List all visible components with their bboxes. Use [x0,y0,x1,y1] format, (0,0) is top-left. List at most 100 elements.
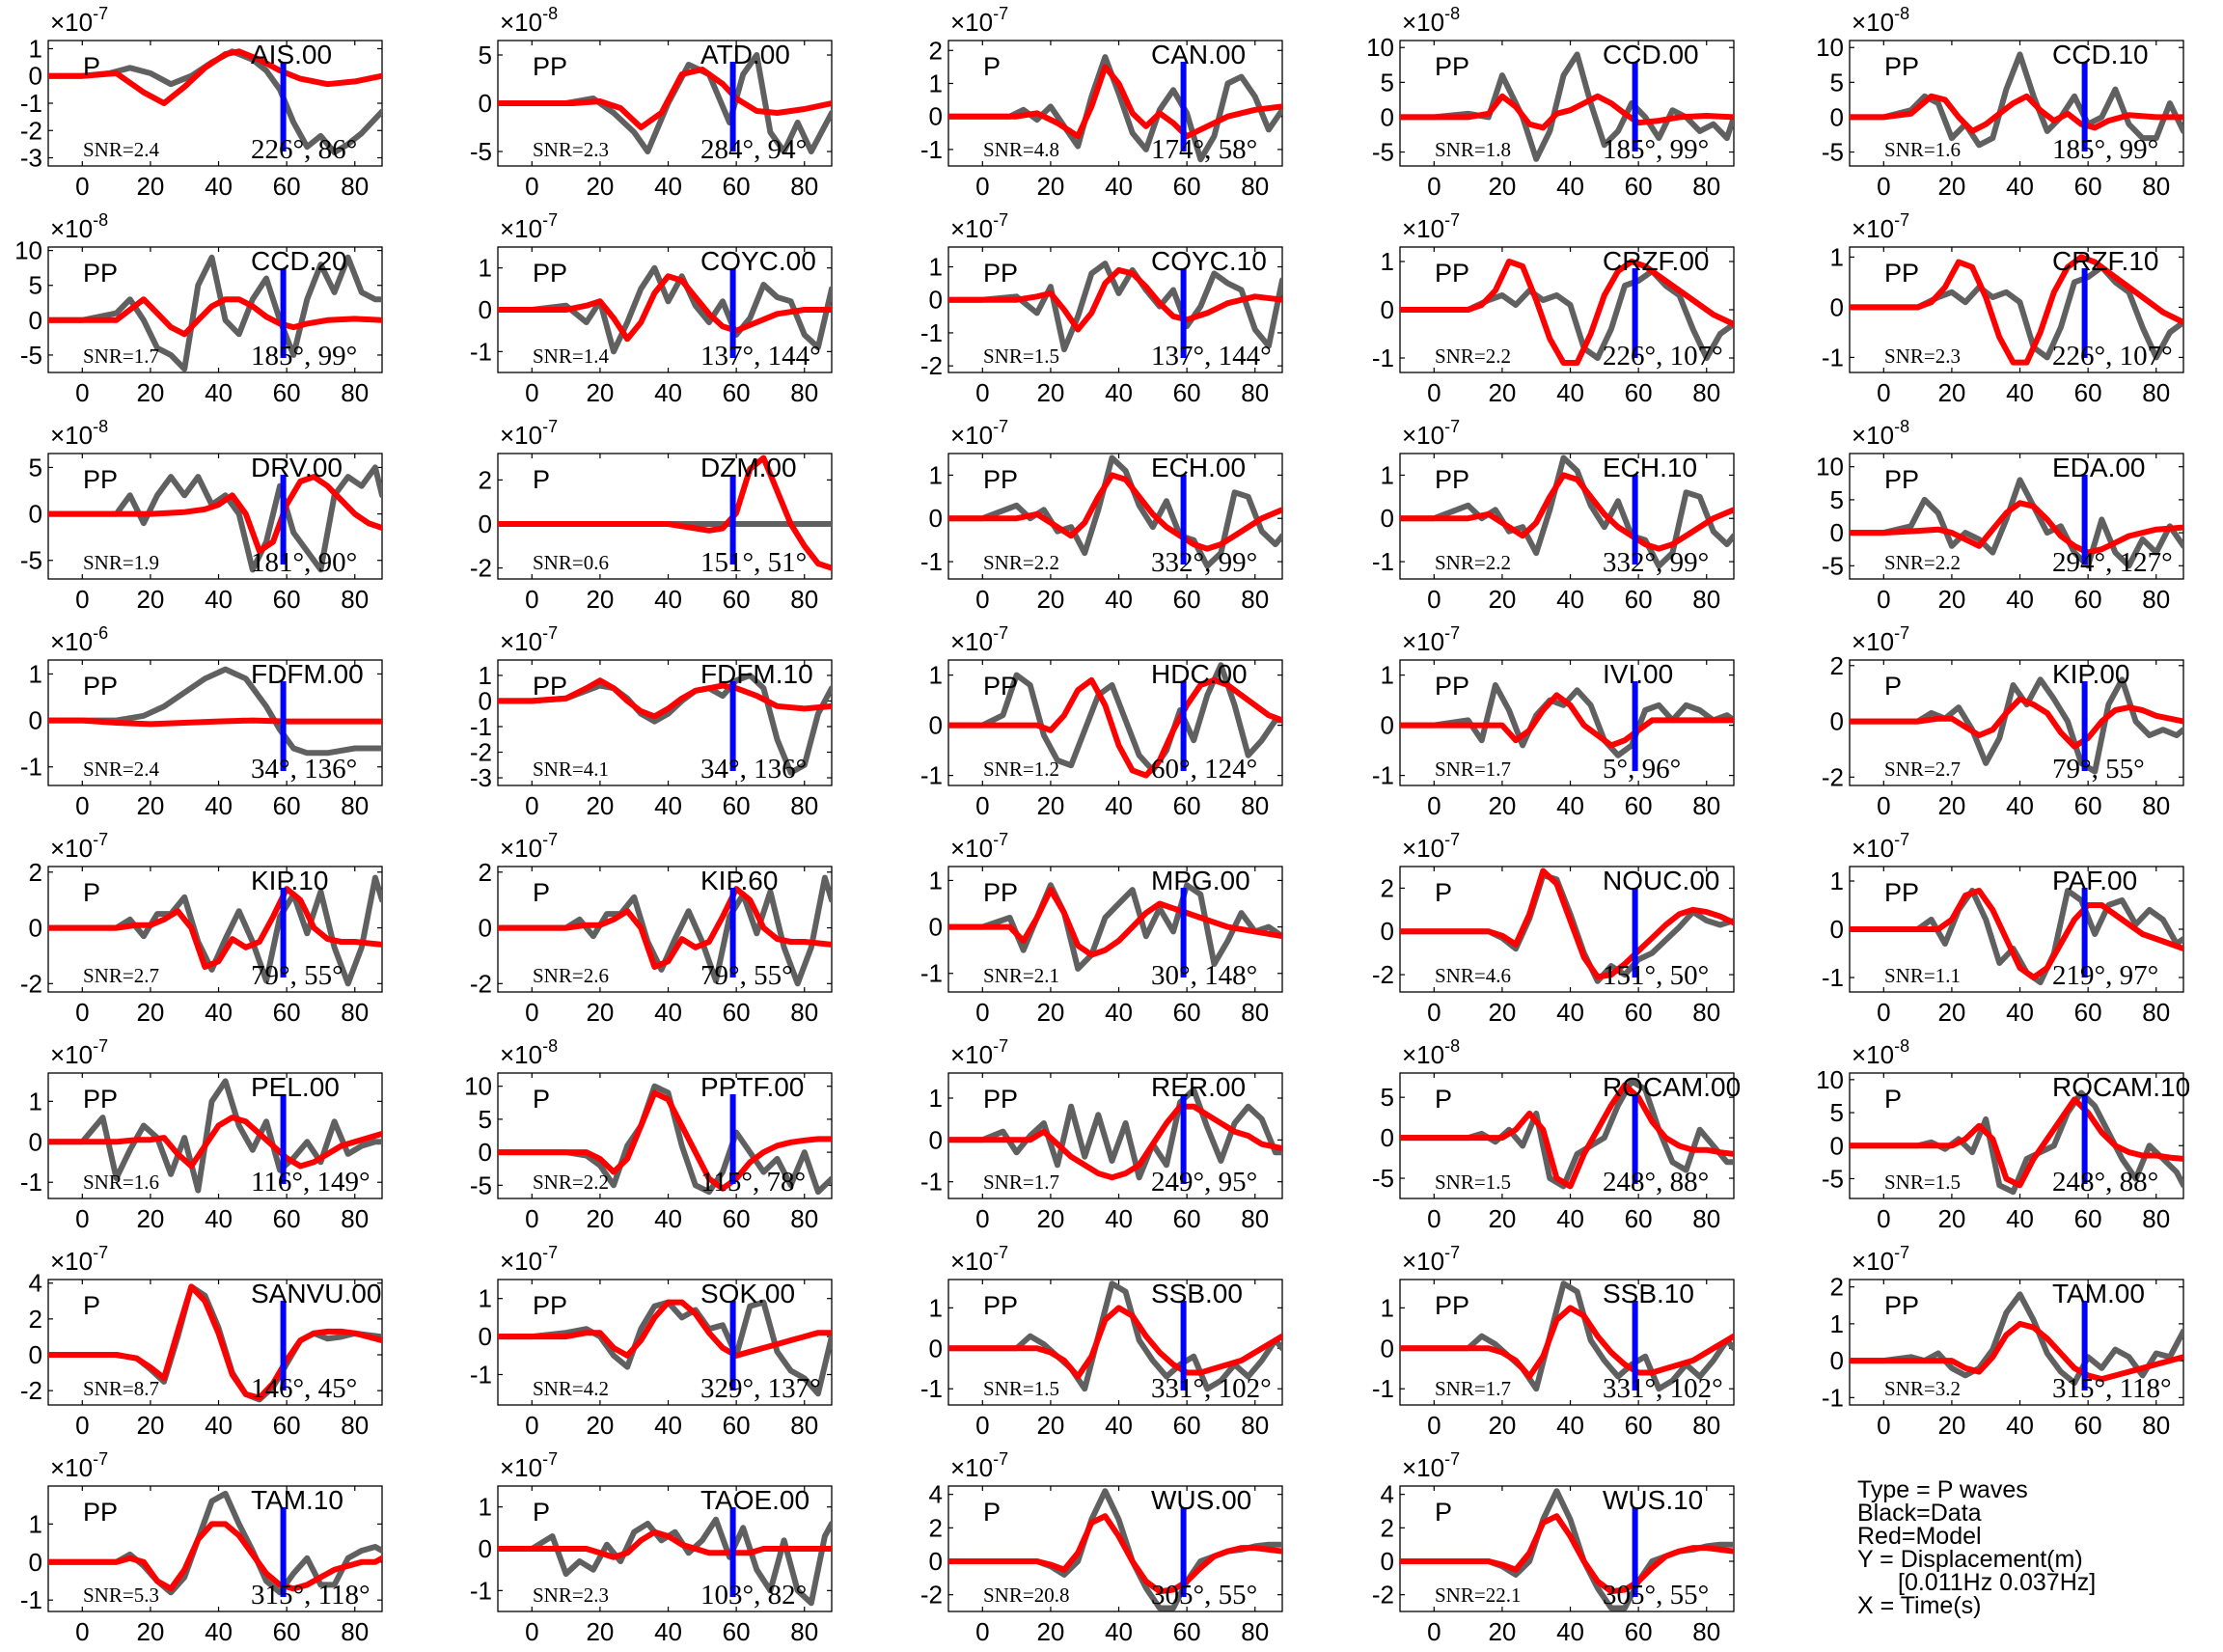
x-tick-label: 20 [1036,172,1064,201]
x-tick-label: 40 [1105,1204,1133,1233]
y-tick-label: -2 [1372,960,1394,989]
legend-type: Type = P waves [1857,1476,2028,1503]
x-tick-label: 20 [1036,791,1064,820]
x-tick-label: 60 [2074,998,2102,1027]
model-trace [1400,472,1734,552]
x-tick-label: 20 [136,998,164,1027]
station-label: IVI.00 [1603,659,1673,689]
y-tick-label: 1 [29,34,42,63]
traces [948,454,1282,569]
x-tick-label: 40 [1105,1411,1133,1440]
x-tick-label: 60 [723,1617,751,1646]
y-tick-label: -1 [920,547,943,576]
x-tick-label: 80 [1241,585,1269,614]
panel-coyc-10: 0 20 40 60 80 1 0 -1 -2 ×10-7 PP COYC.10 SNR=1.5 137°… [920,210,1283,407]
panel-ccd-10: 0 20 40 60 80 10 5 0 -5 ×10-8 PP CCD.10 SNR=1.6 185°,… [1816,4,2184,201]
phase-label: PP [983,1291,1018,1320]
station-label: ATD.00 [700,40,790,69]
x-tick-label: 20 [586,1411,614,1440]
snr-label: SNR=2.2 [1884,551,1961,574]
azimuth-distance-label: 294°, 127° [2052,547,2173,578]
phase-label: P [1435,1498,1452,1527]
panel-paf-00: 0 20 40 60 80 1 0 -1 ×10-7 PP PAF.00 SNR=1.1 219°, 9… [1822,830,2184,1027]
azimuth-distance-label: 34°, 136° [700,754,807,785]
y-exponent: ×10-8 [1852,417,1909,450]
y-tick-label: -1 [1822,343,1844,372]
y-tick-label: 1 [29,659,42,688]
x-tick-label: 40 [205,1617,233,1646]
axes-box [1849,40,2184,167]
station-label: PPTF.00 [700,1072,804,1102]
station-label: CCD.20 [251,246,347,276]
traces [498,1516,832,1607]
x-tick-label: 60 [1173,378,1201,407]
snr-label: SNR=1.5 [983,1377,1059,1400]
snr-label: SNR=2.2 [533,1170,609,1194]
axes-box [947,40,1283,167]
y-exponent: ×10-8 [1402,1036,1460,1069]
y-exponent: ×10-7 [500,1243,558,1276]
x-tick-label: 20 [1488,1617,1516,1646]
phase-label: PP [983,878,1018,907]
data-trace [48,1078,382,1194]
phase-label: P [1884,1085,1902,1114]
y-tick-label: 1 [479,254,492,283]
x-tick-label: 80 [1241,1204,1269,1233]
x-tick-label: 40 [654,378,682,407]
phase-label: PP [533,52,567,81]
y-tick-label: 1 [1830,867,1844,895]
station-label: EDA.00 [2052,453,2146,482]
azimuth-distance-label: 305°, 55° [1603,1580,1709,1611]
x-tick-label: 80 [341,1411,369,1440]
x-tick-label: 40 [1556,1617,1584,1646]
station-label: SSB.00 [1151,1279,1243,1308]
x-tick-label: 40 [205,378,233,407]
model-trace [948,1305,1282,1380]
y-tick-label: 1 [1830,242,1844,271]
snr-label: SNR=4.2 [533,1377,609,1400]
x-tick-label: 20 [586,791,614,820]
x-tick-label: 40 [205,998,233,1027]
panel-ech-10: 0 20 40 60 80 1 0 -1 ×10-7 PP ECH.10 SNR=2.2 332°, 9… [1372,417,1735,614]
phase-label: P [1884,672,1902,701]
x-tick-label: 20 [1937,998,1965,1027]
y-tick-label: 0 [1830,915,1844,944]
y-exponent: ×10-8 [500,1036,558,1069]
y-tick-label: 1 [1381,661,1394,690]
traces [48,874,382,987]
y-tick-label: -1 [470,1360,492,1389]
traces [1400,1488,1734,1611]
station-label: TAOE.00 [700,1485,810,1515]
model-trace [948,1103,1282,1181]
panel-coyc-00: 0 20 40 60 80 1 0 -1 ×10-7 PP COYC.00 SNR=1.4 137°, … [470,210,833,407]
panel-ivi-00: 0 20 40 60 80 1 0 -1 ×10-7 PP IVI.00 SNR=1.7 5°, 96° [1372,623,1735,820]
x-tick-label: 60 [273,1617,301,1646]
x-tick-label: 20 [1488,585,1516,614]
y-tick-label: -1 [20,1585,42,1614]
azimuth-distance-label: 151°, 51° [700,547,807,578]
y-tick-label: 2 [29,1305,42,1334]
x-tick-label: 20 [136,1617,164,1646]
phase-label: P [533,465,550,494]
y-exponent: ×10-6 [50,623,108,656]
snr-label: SNR=5.3 [83,1583,159,1607]
model-trace [48,717,382,728]
traces [498,1083,832,1196]
y-tick-label: 10 [14,236,42,265]
azimuth-distance-label: 226°, 107° [2052,341,2173,372]
snr-label: SNR=2.3 [533,1583,609,1607]
y-tick-label: 0 [1830,292,1844,321]
station-label: KIP.00 [2052,659,2129,689]
x-tick-label: 40 [1105,585,1133,614]
x-tick-label: 80 [1241,791,1269,820]
x-tick-label: 80 [2142,378,2170,407]
snr-label: SNR=4.6 [1435,964,1511,987]
azimuth-distance-label: 116°, 149° [251,1167,370,1198]
x-tick-label: 0 [1877,1411,1890,1440]
station-label: SSB.10 [1603,1279,1694,1308]
x-tick-label: 0 [75,172,89,201]
station-label: ECH.00 [1151,453,1246,482]
panel-eda-00: 0 20 40 60 80 10 5 0 -5 ×10-8 PP EDA.00 SNR=2.2 294°,… [1816,417,2184,614]
azimuth-distance-label: 248°, 88° [2052,1167,2158,1198]
